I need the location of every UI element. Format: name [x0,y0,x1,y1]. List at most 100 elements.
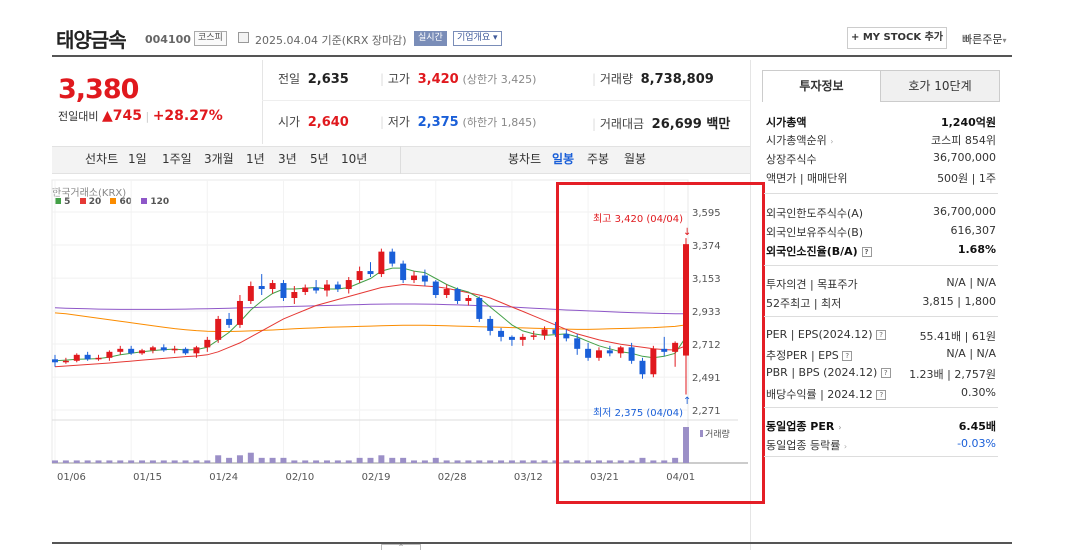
volume-bar [683,427,689,463]
help-icon[interactable]: ? [876,330,887,340]
volume-bar [530,460,537,463]
volume-bar [454,460,461,463]
candle-body [193,347,200,354]
stock-code: 004100 [145,33,191,46]
tab-invest-info[interactable]: 투자정보 [762,70,881,102]
candle-body [323,284,330,291]
help-icon[interactable]: ? [876,390,887,400]
tab-period-1y[interactable]: 1년 [246,152,265,166]
volume-bar [323,460,330,463]
candle-body [160,347,167,351]
highlight-box [556,182,765,504]
candle-body [378,251,385,275]
candle-body [595,350,602,358]
tab-orderbook[interactable]: 호가 10단계 [880,70,1000,102]
panel-divider [764,265,998,266]
volume-bar [552,460,559,463]
candle-body [617,347,624,354]
candle-body [182,348,189,354]
ma120-line [54,303,686,315]
help-icon[interactable]: ? [842,351,853,361]
volume-bar [421,460,428,463]
volume-bar [606,460,613,463]
volume-bar [378,455,385,463]
tab-period-1w[interactable]: 1주일 [162,152,192,166]
tab-candle-daily[interactable]: 일봉 [552,152,575,166]
volume-bar [95,460,102,463]
realtime-button[interactable]: 실시간 [414,31,447,46]
tab-candle-chart[interactable]: 봉차트 [508,152,542,166]
x-tick-label: 02/28 [438,472,467,483]
ma5-line [54,267,687,362]
candle-body [62,360,69,363]
volume-bar [128,460,135,463]
tab-period-10y[interactable]: 10년 [341,152,368,166]
candle-body [95,357,102,360]
candle-body [672,342,679,352]
panel-divider [764,316,998,317]
calendar-icon [238,32,249,43]
volume-bar [432,457,439,463]
tab-candle-monthly[interactable]: 월봉 [624,152,647,166]
candle-body [171,348,178,351]
candle-body [367,271,374,275]
x-tick-label: 01/24 [209,472,238,483]
volume-legend-swatch [700,430,703,437]
market-badge: 코스피 [194,31,227,46]
collapse-chevron-icon[interactable]: ^ [381,544,421,551]
candle-body [139,350,146,354]
volume-bar [541,460,548,463]
price-change: 전일대비 ▲745 | +28.27% [58,108,223,124]
tab-period-5y[interactable]: 5년 [310,152,329,166]
candle-body [52,359,58,363]
stat-low: | 저가 2,375 (하한가 1,845) [380,115,537,130]
x-tick-label: 02/19 [362,472,391,483]
volume-bar [519,460,526,463]
tab-candle-weekly[interactable]: 주봉 [587,152,610,166]
volume-bar [628,460,635,463]
change-pct: +28.27% [152,108,223,124]
volume-label: 거래량 [705,428,730,440]
candle-body [606,350,613,354]
x-tick-label: 03/12 [514,472,543,483]
volume-bar [62,460,69,463]
stats-divider [262,60,263,144]
x-tick-label: 04/01 [666,472,695,483]
stat-prev: 전일 2,635 [278,72,349,87]
volume-bar [617,460,624,463]
help-icon[interactable]: ? [861,247,872,257]
volume-bar [563,460,570,463]
x-tick-label: 01/15 [133,472,162,483]
candle-body [389,251,396,264]
volume-bar [280,457,287,463]
tab-period-3m[interactable]: 3개월 [204,152,234,166]
candle-body [650,348,657,375]
tab-line-chart[interactable]: 선차트 [85,152,119,166]
volume-bar [661,460,668,463]
change-value: ▲745 [101,108,142,124]
volume-bar [258,457,265,463]
add-mystock-button[interactable]: + MY STOCK 추가 [847,27,947,49]
volume-bar [367,457,374,463]
volume-bar [182,460,189,463]
candle-body [563,333,570,339]
candle-body [411,275,418,281]
current-price: 3,380 [58,74,139,105]
x-tick-label: 02/10 [285,472,314,483]
candle-body [400,263,407,281]
company-overview-button[interactable]: 기업개요 ▾ [453,31,502,46]
volume-bar [389,457,396,463]
help-icon[interactable]: ? [880,368,891,378]
volume-bar [356,457,363,463]
volume-bar [672,457,679,463]
stat-high: | 고가 3,420 (상한가 3,425) [380,72,537,87]
volume-bar [585,460,592,463]
tab-period-3y[interactable]: 3년 [278,152,297,166]
candle-body [530,335,537,337]
candle-body [334,284,341,290]
candle-body [508,336,515,340]
tab-period-1d[interactable]: 1일 [128,152,147,166]
quick-order-button[interactable]: 빠른주문▾ [962,33,1007,46]
chevron-right-icon: › [838,423,842,432]
